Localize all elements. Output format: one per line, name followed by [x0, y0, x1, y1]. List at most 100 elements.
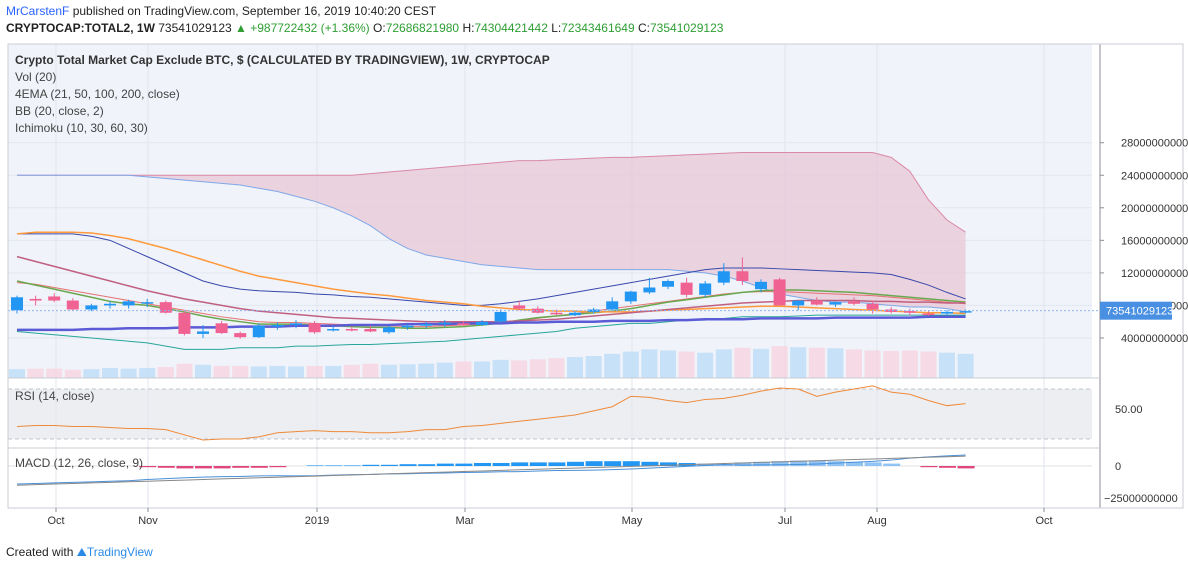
candle-body	[643, 287, 656, 293]
ema200-line	[17, 315, 966, 332]
candle-body	[215, 323, 228, 334]
candle-body	[48, 296, 61, 301]
macd-hist-bar	[697, 463, 715, 466]
x-tick-label: 2019	[305, 515, 329, 527]
macd-hist-bar	[585, 461, 603, 466]
volume-bar	[139, 368, 156, 378]
volume-bar	[269, 365, 286, 378]
volume-bar	[46, 368, 63, 378]
y-tick-label: 200000000000	[1121, 203, 1188, 215]
volume-bar	[939, 352, 955, 378]
rsi-band	[8, 389, 1092, 439]
macd-hist-bar	[436, 463, 454, 466]
volume-bar	[306, 365, 323, 378]
candle-body	[717, 271, 730, 283]
x-tick-label: May	[622, 515, 643, 527]
macd-hist-bar	[846, 461, 863, 466]
candle-body	[569, 312, 581, 316]
candle-body	[848, 301, 860, 304]
candle-body	[271, 324, 284, 327]
candle-body	[159, 302, 172, 313]
last-price: 73541029123	[158, 21, 232, 35]
candle-body	[104, 303, 116, 306]
published-text: published on TradingView.com, September …	[72, 4, 437, 18]
candle-body	[829, 302, 842, 305]
volume-bar	[455, 361, 472, 378]
candle-body	[197, 331, 209, 334]
candle-body	[550, 312, 563, 315]
y-tick-label: 280000000000	[1121, 138, 1188, 150]
macd-hist-bar	[195, 466, 212, 469]
macd-hist-bar	[567, 461, 584, 466]
chart-title: Crypto Total Market Cap Exclude BTC, $ (…	[15, 53, 550, 67]
chart-frame	[7, 43, 1184, 509]
macd-hist-bar	[864, 462, 882, 466]
candle-body	[476, 321, 488, 325]
macd-hist-bar	[474, 463, 491, 466]
rsi-line	[16, 385, 966, 441]
created-with-label: Created with	[6, 545, 74, 559]
author-link[interactable]: MrCarstenF	[6, 4, 70, 18]
y-tick-label: 160000000000	[1121, 235, 1188, 247]
candle-body	[66, 300, 79, 310]
macd-hist-bar	[920, 466, 938, 468]
candle-body	[438, 322, 451, 325]
volume-bar	[920, 351, 937, 378]
x-tick-label: Oct	[1035, 515, 1052, 527]
candle-body	[383, 327, 395, 333]
macd-hist-bar	[529, 462, 547, 466]
candle-body	[29, 298, 42, 301]
volume-bar	[381, 364, 397, 378]
volume-bar	[641, 349, 658, 378]
macd-hist-bar	[139, 466, 157, 468]
volume-bar	[27, 368, 44, 378]
candle-body	[792, 300, 805, 306]
ichimoku-span-b	[17, 174, 966, 313]
macd-hist-bar	[808, 460, 826, 466]
volume-bar	[157, 367, 174, 378]
volume-bar	[846, 349, 862, 378]
ohlc-line: CRYPTOCAP:TOTAL2, 1W 73541029123 ▲ +9877…	[6, 21, 723, 35]
macd-hist-bar	[734, 462, 752, 466]
legend-macd: MACD (12, 26, close, 9)	[15, 456, 144, 470]
volume-bar	[790, 347, 807, 378]
legend-rsi: RSI (14, close)	[15, 389, 95, 403]
tradingview-brand[interactable]: TradingView	[86, 545, 153, 559]
macd-tick-label: −25000000000	[1104, 493, 1178, 505]
macd-hist-bar	[939, 466, 956, 468]
volume-bar	[883, 351, 900, 378]
volume-bar	[325, 365, 342, 378]
candle-body	[736, 271, 749, 282]
candle-body	[308, 323, 321, 333]
volume-bar	[492, 359, 509, 378]
volume-bar	[548, 358, 565, 378]
ichimoku-span-a	[17, 151, 966, 233]
volume-bar	[436, 362, 453, 378]
volume-bar	[176, 363, 193, 378]
legend-bb: BB (20, close, 2)	[15, 104, 104, 118]
volume-bar	[418, 363, 435, 378]
macd-hist-bar	[362, 464, 380, 466]
macd-signal-line	[16, 455, 966, 486]
ema100-line	[16, 255, 966, 323]
candle-body	[494, 311, 507, 322]
volume-bar	[195, 364, 211, 378]
price-badge-bg	[1100, 301, 1172, 320]
macd-hist-bar	[306, 465, 324, 466]
candle-body	[606, 301, 619, 310]
volume-bar	[529, 359, 546, 378]
bb-lower-line	[16, 314, 966, 350]
macd-hist-bar	[548, 462, 566, 466]
footer: Created with ⛰TradingView	[6, 545, 153, 560]
candle-body	[401, 325, 414, 328]
macd-hist-bar	[250, 466, 268, 468]
volume-bar	[864, 350, 881, 378]
candle-body	[290, 323, 302, 325]
volume-bar	[753, 348, 769, 378]
x-tick-label: Jul	[778, 515, 792, 527]
legend-ema: 4EMA (21, 50, 100, 200, close)	[15, 87, 180, 101]
volume-bar	[567, 357, 583, 378]
macd-hist-bar	[455, 463, 473, 466]
candle-body	[252, 325, 265, 338]
